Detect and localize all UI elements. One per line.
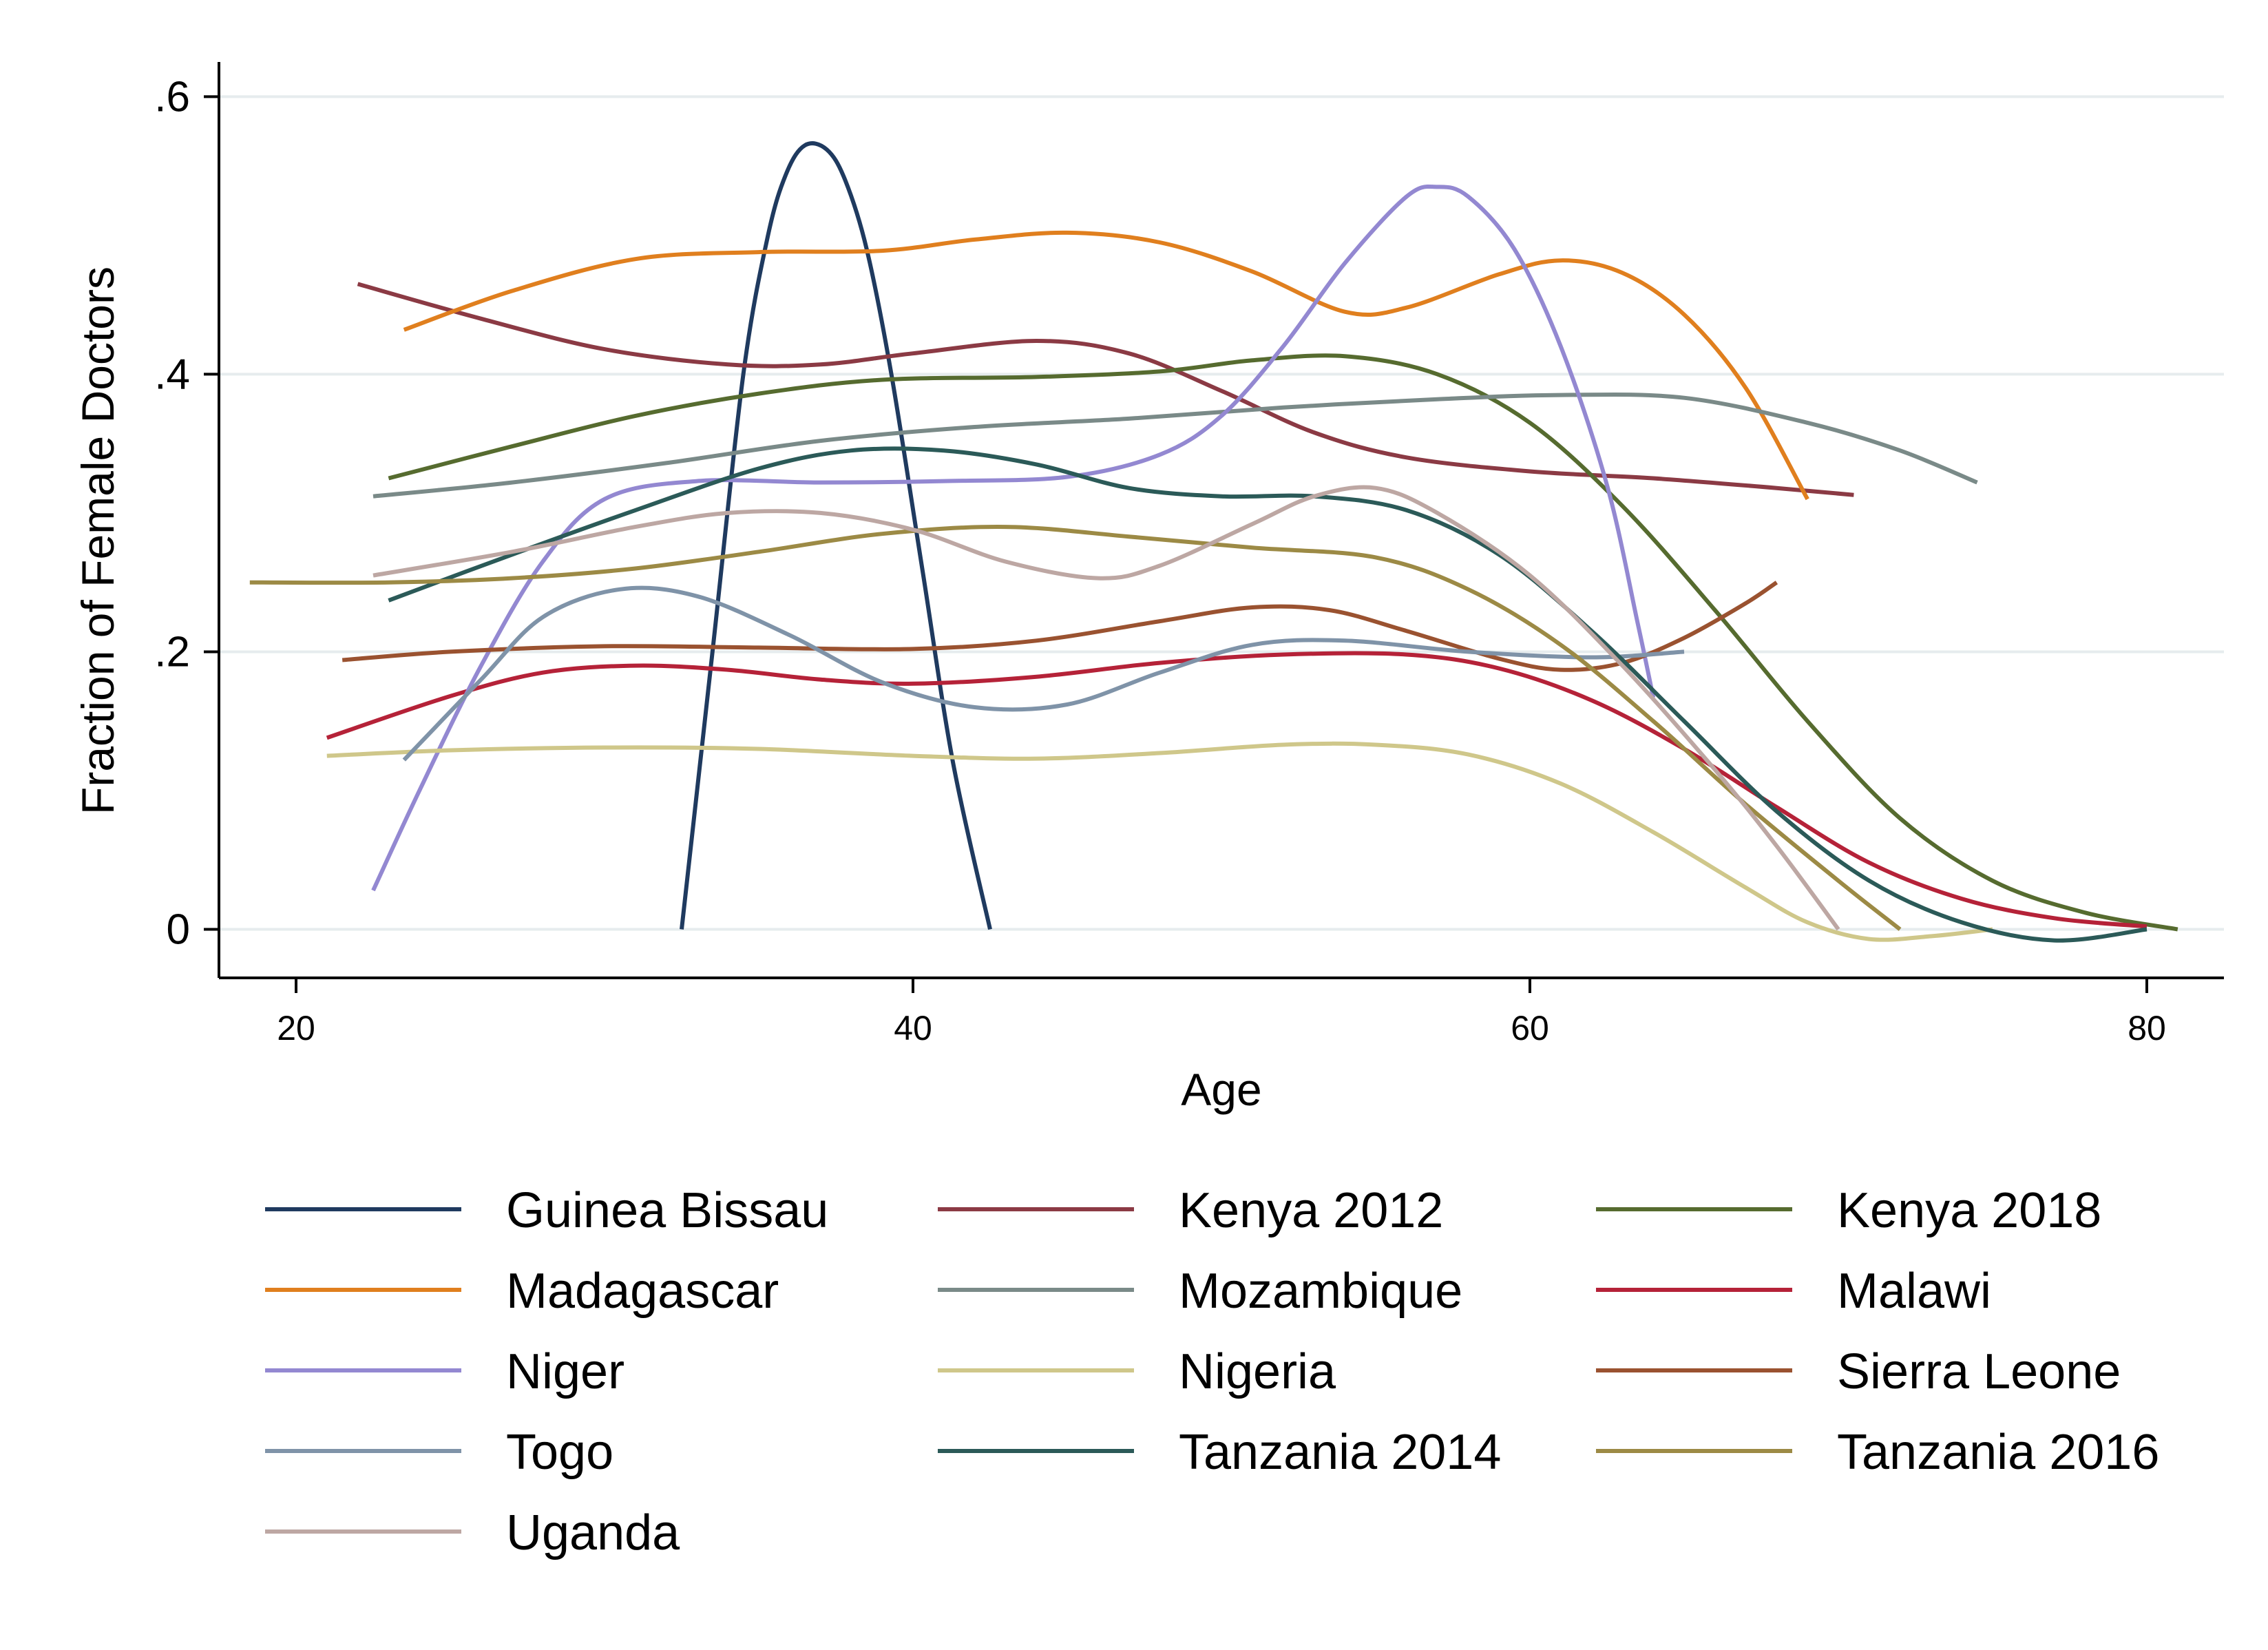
axes: [218, 62, 2224, 979]
legend-label-kenya-2012: Kenya 2012: [1179, 1183, 1443, 1238]
y-tick-label: .6: [154, 73, 190, 121]
legend-label-malawi: Malawi: [1837, 1264, 1991, 1319]
gridlines: [219, 95, 2224, 931]
legend: Guinea Bissau Kenya 2012 Kenya 2018 Madagas…: [265, 1183, 2159, 1560]
y-tick-label: 0: [167, 906, 190, 953]
legend-label-sierra-leone: Sierra Leone: [1837, 1344, 2121, 1399]
series-line-kenya-2012: [357, 282, 1854, 497]
series-line-nigeria: [326, 741, 1993, 942]
series-line-kenya-2018: [388, 353, 2178, 932]
y-tick-label: .4: [154, 351, 190, 398]
series-line-madagascar: [403, 230, 1809, 501]
series-line-tanzania-2016: [249, 525, 1902, 931]
legend-label-uganda: Uganda: [506, 1505, 680, 1560]
series-line-uganda: [372, 485, 1840, 931]
series-line-guinea-bissau: [680, 141, 992, 930]
x-axis-title: Age: [1181, 1064, 1261, 1115]
legend-label-kenya-2018: Kenya 2018: [1837, 1183, 2101, 1238]
series-lines: [249, 141, 2178, 943]
ticks: 0 .2 .4 .6 20 40 60 80: [154, 73, 2166, 1047]
series-line-malawi: [326, 651, 2148, 929]
legend-label-niger: Niger: [506, 1344, 624, 1399]
y-tick-label: .2: [154, 628, 190, 676]
series-line-togo: [402, 585, 1685, 762]
legend-label-mozambique: Mozambique: [1179, 1264, 1462, 1319]
legend-label-nigeria: Nigeria: [1179, 1344, 1336, 1399]
x-tick-label: 80: [2128, 1009, 2166, 1047]
series-line-niger: [371, 184, 1656, 892]
y-axis-title: Fraction of Female Doctors: [72, 267, 123, 815]
x-tick-label: 40: [894, 1009, 932, 1047]
x-tick-label: 60: [1511, 1009, 1549, 1047]
legend-label-tanzania-2014: Tanzania 2014: [1179, 1425, 1501, 1480]
x-tick-label: 20: [277, 1009, 315, 1047]
series-line-mozambique: [372, 392, 1978, 499]
legend-label-togo: Togo: [506, 1425, 613, 1480]
legend-label-guinea-bissau: Guinea Bissau: [506, 1183, 828, 1238]
legend-label-tanzania-2016: Tanzania 2016: [1837, 1425, 2159, 1480]
legend-label-madagascar: Madagascar: [506, 1264, 779, 1319]
